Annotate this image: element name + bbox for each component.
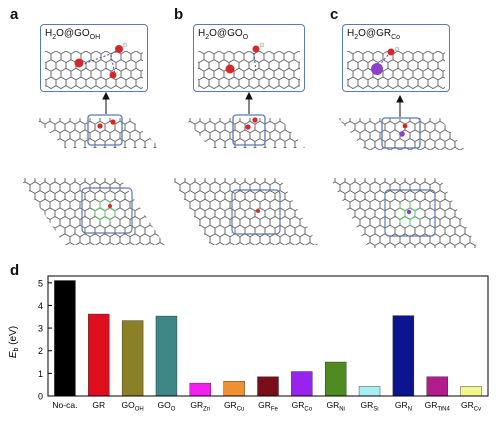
bar: [189, 382, 211, 397]
bar: [88, 313, 110, 397]
bar: [121, 320, 144, 397]
x-tick-label: GRCu: [224, 400, 244, 413]
sheet-a-topview: [20, 178, 165, 245]
bar: [223, 381, 245, 397]
bar: [54, 280, 76, 397]
x-tick-label: GR: [92, 400, 105, 410]
sheet-b-perspective: [185, 114, 305, 148]
inset-b-label: H2O@GOO: [198, 28, 249, 41]
y-tick-label: 3: [38, 324, 43, 334]
plot-frame: [47, 275, 489, 397]
inset-c: H2O@GRCo: [342, 24, 450, 92]
bar: [325, 361, 347, 397]
molecular-structures: [20, 91, 478, 248]
x-tick-label: GRN: [395, 400, 412, 413]
panel-letter-b: b: [174, 6, 184, 23]
x-tick-label: GOO: [158, 400, 176, 413]
inset-a: H2O@GOOH: [40, 24, 148, 92]
y-tick-label: 5: [38, 278, 43, 288]
x-tick-label: GRFe: [258, 400, 278, 413]
y-tick-label: 0: [38, 392, 43, 402]
x-tick-label: GRZn: [190, 400, 210, 413]
bar: [426, 376, 448, 397]
y-axis-label: Eb (eV): [8, 326, 20, 358]
panel-letter-a: a: [10, 6, 19, 23]
inset-c-structure: [347, 46, 445, 89]
y-tick-label: 1: [38, 369, 43, 379]
bar: [291, 371, 313, 397]
inset-arrows: [102, 91, 404, 117]
x-tick-label: GRSi: [360, 400, 378, 413]
bar: [358, 386, 381, 397]
y-tick-label: 2: [38, 346, 43, 356]
x-tick-label: GRCo: [292, 400, 313, 413]
bar: [460, 386, 482, 397]
inset-a-structure: [45, 42, 143, 89]
x-tick-label: GRNi: [326, 400, 344, 413]
bar: [392, 315, 415, 397]
inset-c-label: H2O@GRCo: [347, 28, 401, 41]
sheet-a-perspective: [35, 114, 160, 148]
inset-a-label: H2O@GOOH: [45, 28, 101, 41]
bar: [155, 315, 178, 397]
y-tick-label: 4: [38, 301, 43, 311]
panel-letter-d: d: [10, 262, 20, 279]
inset-b-structure: [198, 42, 300, 89]
panel-letter-c: c: [330, 6, 339, 23]
sheet-c-topview: [330, 178, 478, 248]
inset-b: H2O@GOO: [193, 24, 305, 92]
bar: [257, 376, 279, 397]
x-tick-label: GOOH: [121, 400, 143, 413]
x-tick-label: No-ca.: [52, 400, 77, 410]
x-tick-label: GRCv: [461, 400, 481, 413]
x-tick-label: GRTiN4: [425, 400, 451, 413]
sheet-c-perspective: [338, 117, 465, 150]
bar-chart: Eb (eV) 0 1 2 3 4 5 No-ca. GR GOOH GOO GRZn GRCu GR…: [8, 275, 489, 413]
sheet-b-topview: [172, 178, 318, 245]
y-axis-label-text: Eb (eV): [8, 326, 20, 358]
